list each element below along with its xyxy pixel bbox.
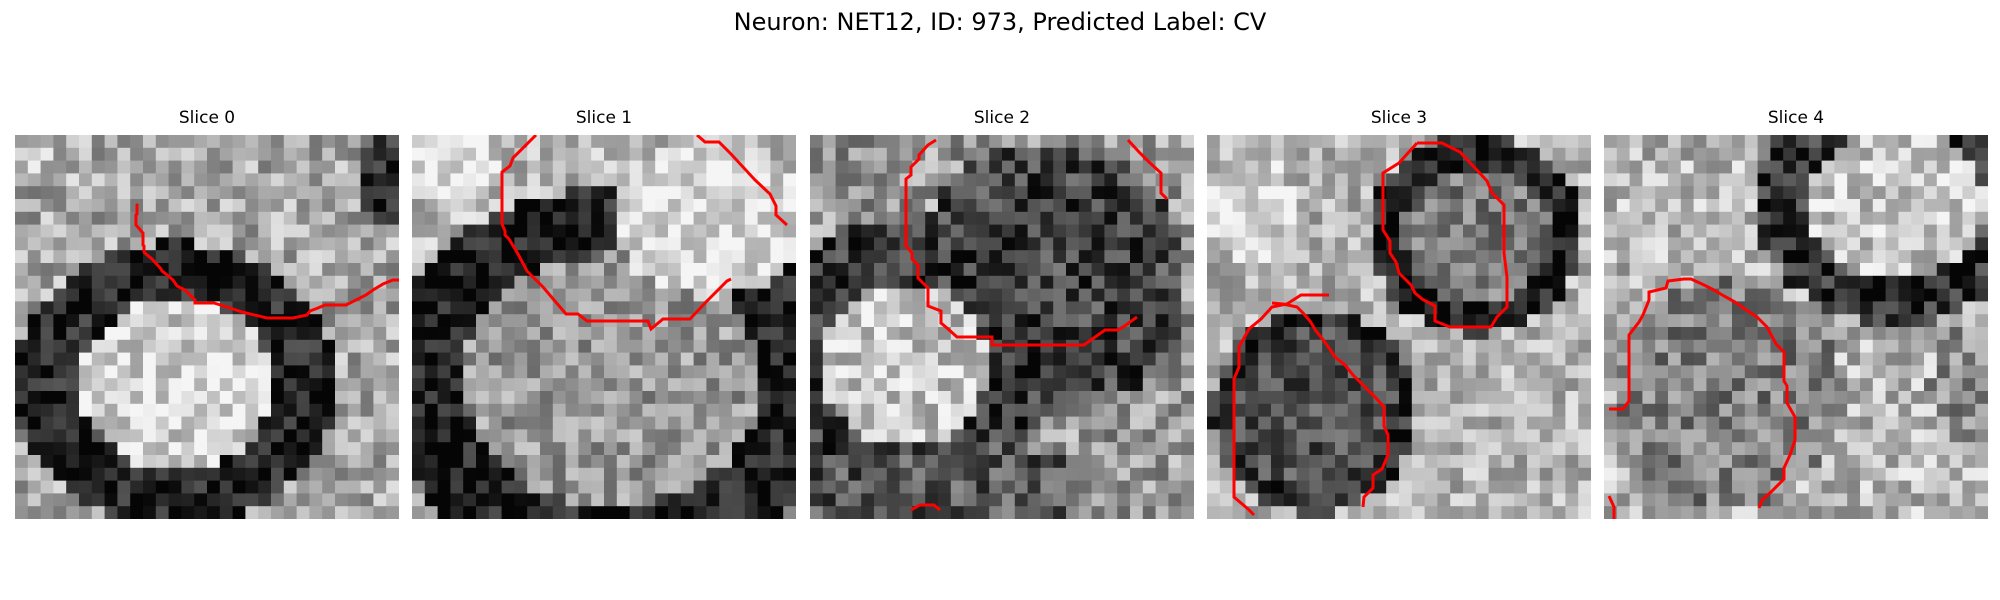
slice-panel-3: Slice 3: [1207, 105, 1591, 525]
slice-image-1: [412, 135, 796, 519]
slice-title-4: Slice 4: [1767, 108, 1825, 128]
slice-pixels-1: [412, 135, 796, 519]
segmentation-contour-0: [134, 202, 399, 320]
slice-title-3: Slice 3: [1370, 108, 1428, 128]
segmentation-contour-1: [500, 135, 789, 332]
slice-image-4: [1604, 135, 1988, 519]
slice-panel-2: Slice 2: [810, 105, 1194, 525]
segmentation-contour-3: [1232, 141, 1509, 517]
segmentation-contour-4: [1607, 277, 1797, 519]
slice-panel-1: Slice 1: [412, 105, 796, 525]
slice-title-2: Slice 2: [973, 108, 1031, 128]
slice-pixels-4: [1604, 135, 1988, 519]
segmentation-contour-2: [904, 138, 1169, 512]
slice-title-1: Slice 1: [575, 108, 633, 128]
slice-panel-4: Slice 4: [1604, 105, 1988, 525]
slice-image-2: [810, 135, 1194, 519]
slice-pixels-0: [15, 135, 399, 519]
slice-pixels-3: [1207, 135, 1591, 519]
figure-title: Neuron: NET12, ID: 973, Predicted Label:…: [733, 8, 1267, 36]
slice-panel-0: Slice 0: [15, 105, 399, 525]
slice-image-3: [1207, 135, 1591, 519]
slice-title-0: Slice 0: [178, 108, 236, 128]
slice-image-0: [15, 135, 399, 519]
slice-pixels-2: [810, 135, 1194, 519]
